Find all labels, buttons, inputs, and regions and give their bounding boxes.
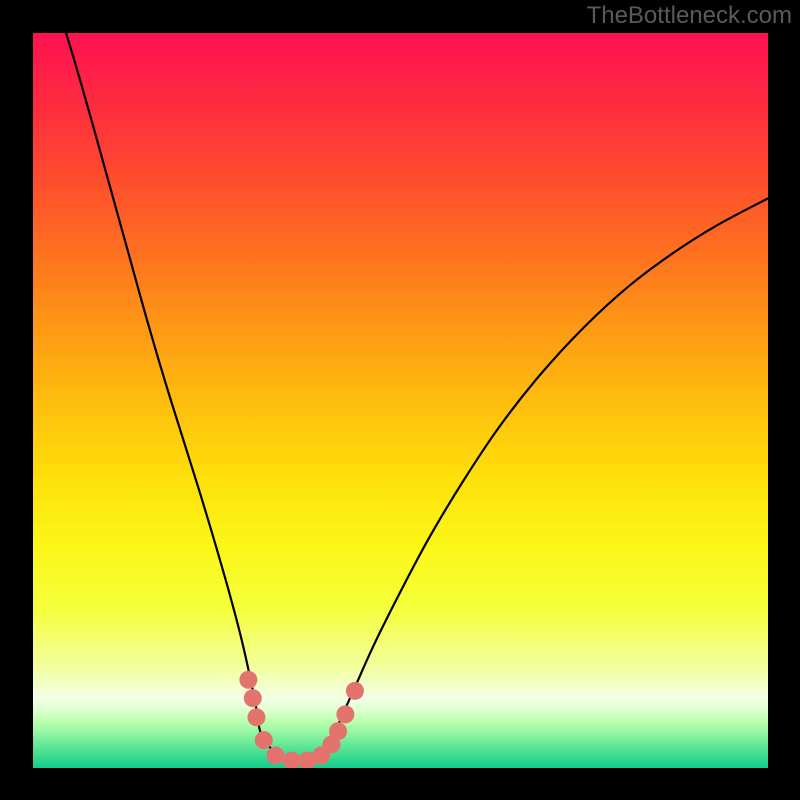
marker-point [247, 708, 265, 726]
chart-frame: TheBottleneck.com [0, 0, 800, 800]
plot-background [33, 33, 768, 768]
marker-point [255, 731, 273, 749]
marker-point [346, 682, 364, 700]
chart-svg [0, 0, 800, 800]
marker-point [244, 689, 262, 707]
marker-point [267, 747, 285, 765]
marker-point [336, 705, 354, 723]
marker-point [239, 671, 257, 689]
marker-point [329, 722, 347, 740]
watermark-text: TheBottleneck.com [587, 2, 792, 30]
marker-point [283, 752, 301, 770]
